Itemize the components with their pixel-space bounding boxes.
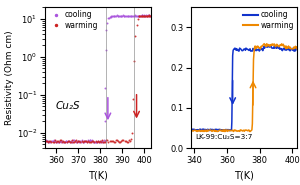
X-axis label: T(K): T(K) [234,170,254,180]
Text: Cu₂S: Cu₂S [56,101,80,111]
Legend: cooling, warming: cooling, warming [47,10,99,30]
Y-axis label: Resistivity (Ohm cm): Resistivity (Ohm cm) [5,30,14,125]
X-axis label: T(K): T(K) [88,170,108,180]
Text: LK-99:Cu₂S=3:7: LK-99:Cu₂S=3:7 [195,134,253,140]
Legend: cooling, warming: cooling, warming [242,10,295,30]
